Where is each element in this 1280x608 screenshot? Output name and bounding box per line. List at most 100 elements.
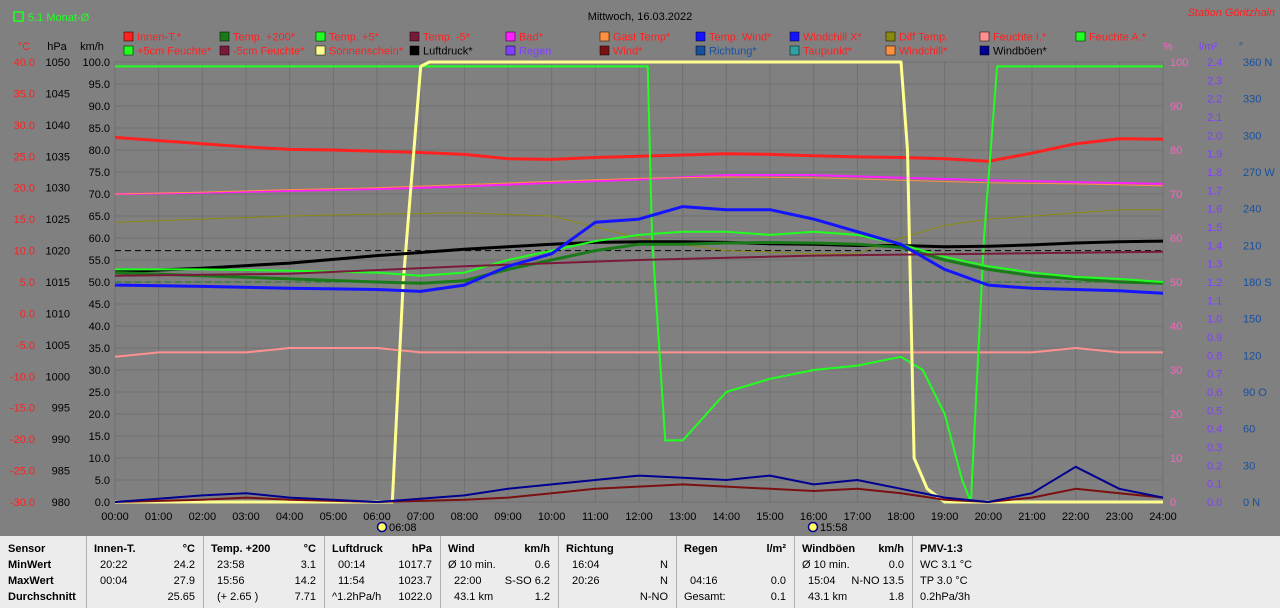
sunset-icon: [807, 521, 819, 533]
legend-swatch: [695, 45, 706, 56]
stats-regen-max-time: 04:16: [690, 575, 718, 587]
stats-wind-avg10-label: Ø 10 min.: [448, 559, 496, 571]
legend-swatch: [599, 45, 610, 56]
monthly-avg-label: 5.1 Monat-Ø: [28, 12, 90, 24]
stats-wind-title: Wind: [448, 543, 475, 555]
kmh-tick-label: 10.0: [89, 453, 110, 465]
stats-temp200-min-time: 23:58: [217, 559, 245, 571]
stats-temp200-column: Temp. +200 °C 23:58 3.1 15:56 14.2 (+ 2.…: [203, 536, 325, 608]
kmh-tick-label: 20.0: [89, 409, 110, 421]
stats-row-min-label: MinWert: [8, 559, 52, 571]
kmh-tick-label: 15.0: [89, 431, 110, 443]
degree-tick-label: 210: [1243, 240, 1261, 252]
sunset-time: 15:58: [820, 522, 848, 534]
time-tick-label: 24:00: [1149, 511, 1177, 523]
kmh-tick-label: 65.0: [89, 211, 110, 223]
percent-tick-label: 10: [1170, 453, 1182, 465]
stats-innen-unit: °C: [182, 543, 195, 555]
stats-luftdruck-column: Luftdruck hPa 00:14 1017.7 11:54 1023.7 …: [324, 536, 441, 608]
stats-temp200-avg-value: 7.71: [294, 591, 316, 603]
kmh-tick-label: 60.0: [89, 233, 110, 245]
time-tick-label: 14:00: [713, 511, 741, 523]
lm2-tick-label: 2.0: [1207, 130, 1222, 142]
hpa-tick-label: 1020: [46, 246, 70, 258]
celsius-tick-label: -30.0: [10, 497, 35, 509]
stats-wind-max-value: S-SO 6.2: [504, 575, 550, 587]
lm2-tick-label: 1.8: [1207, 167, 1222, 179]
lm2-tick-label: 0.5: [1207, 405, 1222, 417]
time-tick-label: 23:00: [1106, 511, 1134, 523]
sunrise-icon: [376, 521, 388, 533]
stats-windboeen-avg-value: 1.8: [888, 591, 904, 603]
time-tick-label: 11:00: [582, 511, 609, 523]
hpa-tick-label: 1025: [46, 214, 70, 226]
time-tick-label: 15:00: [756, 511, 784, 523]
percent-tick-label: 70: [1170, 189, 1182, 201]
stats-luftdruck-min-value: 1017.7: [398, 559, 432, 571]
kmh-tick-label: 75.0: [89, 167, 110, 179]
kmh-tick-label: 45.0: [89, 299, 110, 311]
degree-tick-label: 300: [1243, 130, 1261, 142]
degree-tick-label: 150: [1243, 314, 1261, 326]
percent-tick-label: 50: [1170, 277, 1182, 289]
stats-sensor-title: Sensor: [8, 543, 46, 555]
degree-tick-label: 90 O: [1243, 387, 1267, 399]
legend-label: Innen-T.*: [137, 32, 182, 44]
legend-swatch: [409, 45, 420, 56]
legend-label: Temp. +200*: [233, 32, 296, 44]
lm2-tick-label: 1.6: [1207, 204, 1222, 216]
stats-luftdruck-max-time: 11:54: [338, 575, 365, 587]
stats-panel: Sensor MinWert MaxWert Durchschnitt Inne…: [0, 536, 1280, 608]
station-name: Station Göritzhain: [1188, 7, 1275, 19]
stats-innen-min-value: 24.2: [173, 559, 195, 571]
lm2-tick-label: 1.4: [1207, 240, 1222, 252]
hpa-tick-label: 1040: [46, 120, 70, 132]
celsius-tick-label: -15.0: [10, 403, 35, 415]
degree-tick-label: 330: [1243, 94, 1261, 106]
hpa-axis-label: hPa: [47, 41, 67, 53]
degree-tick-label: 0 N: [1243, 497, 1260, 509]
legend-swatch: [789, 31, 800, 42]
kmh-tick-label: 85.0: [89, 123, 110, 135]
kmh-tick-label: 50.0: [89, 277, 110, 289]
legend-swatch: [695, 31, 706, 42]
time-tick-label: 19:00: [931, 511, 959, 523]
legend-swatch: [979, 31, 990, 42]
celsius-tick-label: 25.0: [14, 151, 35, 163]
kmh-axis-label: km/h: [80, 41, 104, 53]
lm2-tick-label: 0.3: [1207, 442, 1222, 454]
monthly-avg-checkbox[interactable]: [13, 11, 24, 22]
time-tick-label: 10:00: [538, 511, 566, 523]
time-tick-label: 02:00: [189, 511, 217, 523]
series-line: [114, 465, 1164, 503]
sunset-marker: 15:58: [807, 521, 848, 534]
stats-innen-max-value: 27.9: [173, 575, 195, 587]
lm2-tick-label: 1.1: [1207, 295, 1222, 307]
kmh-tick-label: 90.0: [89, 101, 110, 113]
legend-swatch: [505, 45, 516, 56]
stats-innen-min-time: 20:22: [100, 559, 128, 571]
legend-label: Regen: [519, 46, 551, 58]
degree-tick-label: 180 S: [1243, 277, 1272, 289]
lm2-tick-label: 0.6: [1207, 387, 1222, 399]
percent-tick-label: 90: [1170, 101, 1182, 113]
time-tick-label: 01:00: [145, 511, 173, 523]
plot-grid: [114, 61, 1164, 503]
stats-pmv-column: PMV-1:3 WC 3.1 °C TP 3.0 °C 0.2hPa/3h: [912, 536, 1032, 608]
lm2-tick-label: 1.2: [1207, 277, 1222, 289]
hpa-tick-label: 1005: [46, 340, 70, 352]
plot-series: [114, 60, 1164, 504]
legend-label: -5cm Feuchte*: [233, 46, 305, 58]
celsius-tick-label: 20.0: [14, 183, 35, 195]
degree-tick-label: 240: [1243, 204, 1261, 216]
stats-temp200-diff: (+ 2.65 ): [217, 591, 259, 603]
stats-pmv-title: PMV-1:3: [920, 543, 963, 555]
kmh-tick-label: 25.0: [89, 387, 110, 399]
legend-label: Diff Temp.: [899, 32, 948, 44]
legend-label: Feuchte I.*: [993, 32, 1047, 44]
stats-regen-total-label: Gesamt:: [684, 591, 726, 603]
lm2-tick-label: 1.7: [1207, 185, 1222, 197]
celsius-tick-label: 35.0: [14, 88, 35, 100]
legend-swatch: [505, 31, 516, 42]
lm2-tick-label: 0.0: [1207, 497, 1222, 509]
